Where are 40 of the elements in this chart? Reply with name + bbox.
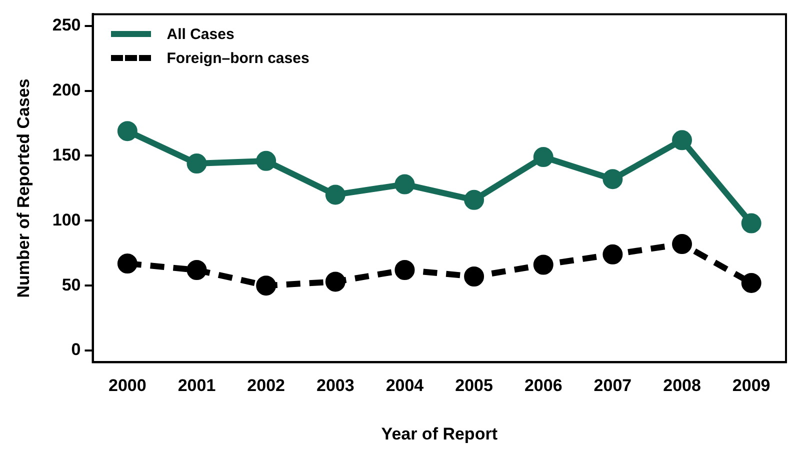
- x-axis-title: Year of Report: [381, 424, 498, 444]
- legend-label: Foreign–born cases: [166, 50, 310, 67]
- point: [464, 266, 484, 286]
- y-tick-label: 150: [52, 145, 81, 164]
- x-tick-label: 2002: [247, 376, 285, 396]
- point: [741, 272, 762, 293]
- point: [325, 272, 346, 292]
- x-tick-label: 2005: [455, 376, 493, 396]
- legend-label: All Cases: [166, 26, 234, 43]
- point: [394, 174, 415, 194]
- x-tick-label: 2004: [386, 376, 424, 396]
- point: [117, 121, 138, 142]
- point: [256, 276, 276, 296]
- y-tick-label: 250: [52, 16, 81, 35]
- point: [256, 150, 276, 171]
- point: [602, 169, 623, 190]
- y-tick-label: 50: [62, 275, 81, 294]
- x-tick-label: 2003: [316, 376, 354, 396]
- point: [602, 244, 623, 264]
- point: [533, 254, 554, 275]
- point: [672, 234, 692, 254]
- point: [464, 190, 484, 210]
- x-tick-label: 2009: [732, 376, 770, 396]
- y-tick-label: 0: [71, 340, 81, 360]
- y-tick-label: 200: [52, 80, 81, 100]
- point: [394, 260, 415, 280]
- x-tick-label: 2008: [663, 376, 701, 396]
- point: [117, 254, 138, 274]
- point: [741, 213, 762, 234]
- point: [325, 184, 346, 205]
- point: [533, 147, 554, 168]
- x-tick-label: 2000: [108, 376, 146, 396]
- x-tick-label: 2006: [524, 376, 562, 396]
- point: [672, 130, 692, 150]
- point: [186, 154, 207, 174]
- y-axis-title: Number of Reported Cases: [14, 78, 33, 298]
- y-tick-label: 100: [52, 210, 81, 230]
- x-tick-label: 2001: [178, 376, 216, 396]
- x-tick-label: 2007: [594, 376, 632, 396]
- point: [186, 260, 207, 280]
